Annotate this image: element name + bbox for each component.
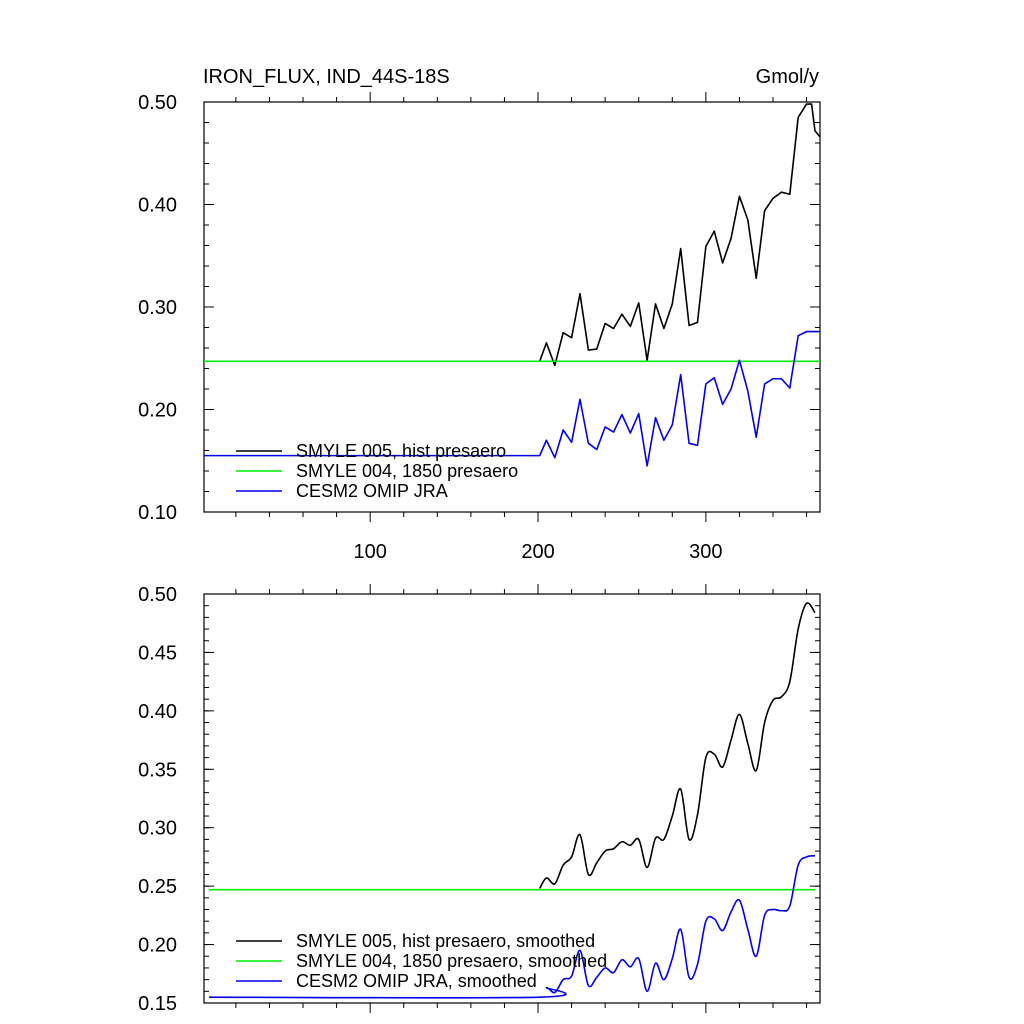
legend-label-0: SMYLE 005, hist presaero, smoothed	[296, 931, 595, 951]
legend-label-1: SMYLE 004, 1850 presaero, smoothed	[296, 951, 607, 971]
y-tick-label: 0.30	[138, 818, 177, 840]
series-line-0	[538, 103, 821, 367]
bottom-series	[209, 602, 816, 999]
y-tick-label: 0.25	[138, 876, 177, 898]
y-tick-label: 0.35	[138, 759, 177, 781]
y-tick-label: 0.15	[138, 993, 177, 1015]
units-label: Gmol/y	[756, 66, 819, 88]
y-tick-label: 0.50	[138, 92, 177, 114]
y-tick-label: 0.20	[138, 400, 177, 422]
bottom-axes: 0.15 0.20 0.25 0.30 0.35 0.40 0.45 0.50	[138, 584, 821, 1015]
x-tick-label: 100	[353, 541, 386, 563]
legend-label-0: SMYLE 005, hist presaero	[296, 441, 506, 461]
series-line-2	[204, 330, 820, 467]
bottom-legend: SMYLE 005, hist presaero, smoothedSMYLE …	[236, 931, 607, 991]
legend-label-1: SMYLE 004, 1850 presaero	[296, 461, 518, 481]
legend-label-2: CESM2 OMIP JRA	[296, 481, 448, 501]
legend-label-2: CESM2 OMIP JRA, smoothed	[296, 971, 537, 991]
y-tick-label: 0.20	[138, 935, 177, 957]
chart-title: IRON_FLUX, IND_44S-18S	[203, 66, 450, 88]
y-tick-label: 0.10	[138, 502, 177, 524]
series-line-0	[538, 602, 816, 889]
y-tick-label: 0.40	[138, 701, 177, 723]
plot-frame	[203, 593, 821, 1004]
top-axes: 0.10 0.20 0.30 0.40 0.50 100 200 300	[138, 92, 821, 563]
x-tick-label: 200	[521, 541, 554, 563]
top-panel: IRON_FLUX, IND_44S-18S Gmol/y 0.100.200.…	[138, 66, 821, 563]
y-tick-label: 0.40	[138, 195, 177, 217]
series-line-2	[209, 854, 816, 999]
top-series	[204, 103, 821, 467]
bottom-panel: 0.15 0.20 0.25 0.30 0.35 0.40 0.45 0.50 SMYLE 0…	[138, 584, 821, 1015]
x-tick-label: 300	[689, 541, 722, 563]
y-tick-label: 0.50	[138, 584, 177, 606]
y-tick-label: 0.45	[138, 642, 177, 664]
y-tick-label: 0.30	[138, 297, 177, 319]
